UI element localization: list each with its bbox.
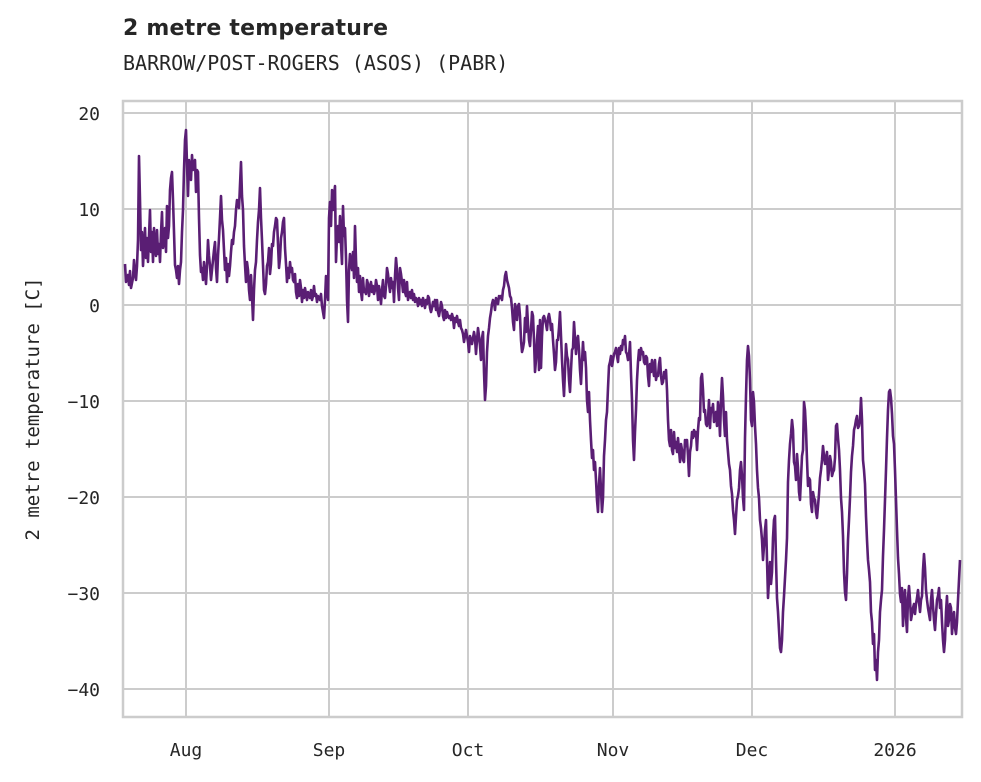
x-axis-ticks: Aug Sep Oct Nov Dec 2026 xyxy=(170,740,917,761)
y-tick-label: −20 xyxy=(67,488,100,509)
temperature-line xyxy=(123,128,962,682)
chart-subtitle: BARROW/POST-ROGERS (ASOS) (PABR) xyxy=(123,51,509,75)
x-tick-label: Aug xyxy=(170,740,203,761)
y-axis-label: 2 metre temperature [C] xyxy=(22,277,44,540)
x-tick-label: 2026 xyxy=(873,740,916,761)
y-tick-label: −40 xyxy=(67,680,100,701)
y-tick-label: 10 xyxy=(78,200,100,221)
y-axis-ticks: 20 10 0 −10 −20 −30 −40 xyxy=(67,104,100,701)
x-tick-label: Nov xyxy=(597,740,630,761)
x-tick-label: Oct xyxy=(452,740,485,761)
x-tick-label: Sep xyxy=(313,740,346,761)
x-tick-label: Dec xyxy=(736,740,769,761)
y-tick-label: 20 xyxy=(78,104,100,125)
chart-title: 2 metre temperature xyxy=(123,16,389,41)
y-tick-label: −30 xyxy=(67,584,100,605)
plot-area xyxy=(123,101,962,717)
plot-frame xyxy=(121,99,964,719)
y-tick-label: −10 xyxy=(67,392,100,413)
y-tick-label: 0 xyxy=(89,296,100,317)
